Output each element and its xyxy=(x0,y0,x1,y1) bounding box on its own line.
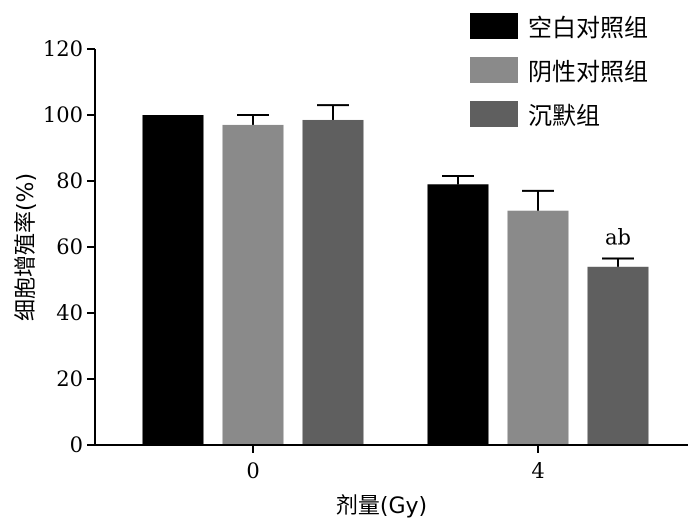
annotations: ab xyxy=(605,226,631,250)
y-tick-label: 40 xyxy=(56,301,83,325)
y-tick-label: 120 xyxy=(43,37,83,61)
legend-swatch xyxy=(470,13,518,39)
legend-swatch xyxy=(470,57,518,83)
bar xyxy=(222,124,284,446)
legend-label: 阴性对照组 xyxy=(528,58,648,86)
x-axis-title: 剂量(Gy) xyxy=(336,494,427,519)
legend-label: 沉默组 xyxy=(528,102,600,130)
legend-label: 空白对照组 xyxy=(528,14,648,42)
y-tick-label: 80 xyxy=(56,169,83,193)
bar xyxy=(302,119,364,445)
y-tick-label: 60 xyxy=(56,235,83,259)
bar xyxy=(507,210,569,445)
y-tick-label: 0 xyxy=(70,433,83,457)
y-tick-label: 20 xyxy=(56,367,83,391)
x-tick-label: 0 xyxy=(246,459,259,483)
bars xyxy=(142,115,649,446)
significance-annotation: ab xyxy=(605,226,631,250)
y-axis-title: 细胞增殖率(%) xyxy=(14,173,39,321)
legend-swatch xyxy=(470,101,518,127)
y-tick-label: 100 xyxy=(43,103,83,127)
bar xyxy=(142,115,204,445)
bar xyxy=(587,266,649,445)
y-axis-ticks: 0 20 40 60 80 100 120 xyxy=(43,37,95,457)
bar xyxy=(427,184,489,446)
x-tick-label: 4 xyxy=(531,459,544,483)
error-bars xyxy=(237,104,634,267)
